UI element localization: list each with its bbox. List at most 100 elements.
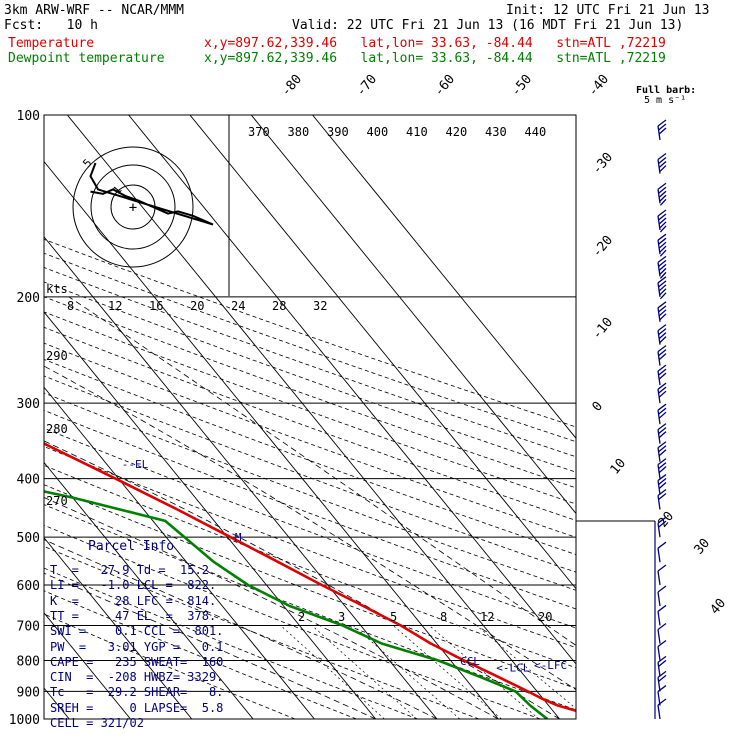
wind-barb-flag (659, 194, 667, 202)
dewpoint-curve (44, 490, 549, 719)
wind-barb-flag (659, 165, 667, 173)
wind-barb-flag (657, 698, 667, 706)
wind-barb (657, 364, 667, 386)
pressure-tick-label: 200 (17, 291, 40, 306)
wind-barb-flag (657, 670, 667, 678)
wind-barb-flag (658, 237, 667, 245)
theta-label: 400 (367, 125, 389, 139)
temperature-tick-label: 0 (590, 399, 607, 415)
hodograph-trace (89, 162, 214, 226)
wind-barb-staff (657, 125, 661, 141)
temperature-tick-label: -40 (586, 72, 613, 100)
wind-barb-flag (658, 217, 667, 225)
wind-barb-staff (657, 429, 661, 444)
mixing-ratio-line (280, 625, 385, 719)
wind-barb-flag (658, 462, 667, 470)
wind-barb-flag (658, 372, 667, 380)
theta-label: 410 (406, 125, 428, 139)
hodograph-unit: kts (46, 282, 68, 296)
wind-barb-staff (657, 480, 661, 495)
wind-barb-flag (659, 225, 667, 233)
wind-barb-flag (658, 386, 667, 394)
wind-barb-flag (658, 466, 667, 474)
wind-barb-staff (657, 611, 661, 626)
dry-adiabat (44, 446, 576, 649)
wind-barb-flag (657, 255, 667, 263)
mixing-ratio-label: 8 (440, 610, 447, 624)
wind-barb-flag (658, 186, 667, 194)
wind-barb-flag (658, 127, 667, 135)
wind-barb-flag (657, 153, 667, 161)
wind-barb-flag (659, 267, 667, 275)
isotherm-line (44, 461, 254, 719)
pressure-tick-label: 400 (17, 473, 40, 488)
dry-adiabat (44, 484, 576, 689)
temperature-tick-label: 30 (692, 536, 714, 558)
theta-label: 270 (46, 494, 68, 508)
wind-barb (657, 153, 667, 174)
wind-barb (657, 655, 667, 677)
wind-barb-staff (657, 570, 661, 586)
dry-adiabat (44, 281, 576, 473)
wind-barb-flag (657, 403, 667, 411)
wind-barb-flag (658, 309, 667, 317)
dry-adiabat (44, 311, 576, 505)
wind-barb-staff (657, 704, 661, 720)
wind-barb-flag (658, 259, 667, 267)
pressure-tick-label: 800 (17, 654, 40, 669)
wind-barb-flag (658, 284, 667, 292)
theta-label: 280 (46, 422, 68, 436)
wind-barb-flag (659, 313, 667, 321)
hodograph-speed-label: 16 (149, 299, 163, 313)
wind-barb-flag (658, 674, 667, 682)
wind-barb (657, 276, 667, 300)
wind-barb (657, 458, 667, 479)
temperature-location: x,y=897.62,339.46 lat,lon= 33.63, -84.44… (204, 36, 666, 51)
temperature-tick-label: -70 (354, 72, 381, 100)
dry-adiabat (44, 524, 541, 719)
pressure-tick-label: 500 (17, 531, 40, 546)
wind-barb-staff (657, 389, 661, 404)
wind-barb-flag (657, 441, 667, 449)
wind-barb-flag (658, 190, 667, 198)
parcel-info-row: CELL = 321/02 (50, 716, 144, 730)
isotherm-line (66, 115, 560, 719)
dry-adiabat (44, 464, 576, 669)
hodograph-speed-label: 28 (272, 299, 286, 313)
dry-adiabat (44, 392, 576, 591)
wind-barb-flag (659, 336, 667, 344)
level-marker: <-LFC (534, 659, 567, 672)
wind-barb-flag (657, 233, 667, 241)
wind-barb-staff (657, 629, 661, 644)
wind-barb (657, 639, 667, 661)
wind-barb (657, 541, 667, 563)
wind-barb (657, 698, 667, 720)
wind-barb-flag (659, 198, 667, 206)
wind-barb-flag (658, 263, 667, 271)
isotherm-line (44, 386, 315, 719)
wind-barb-flag (657, 119, 667, 127)
wind-barb (657, 670, 667, 692)
wind-barb-flag (658, 157, 667, 165)
isotherm-line (189, 115, 576, 590)
wind-barb-flag (659, 271, 667, 279)
mixing-ratio-line (392, 625, 502, 719)
wind-barb (657, 209, 667, 233)
model-title: 3km ARW-WRF -- NCAR/MMM (4, 3, 185, 18)
temperature-tick-label: -80 (279, 72, 306, 100)
wind-barb (657, 324, 667, 345)
wind-barb-flag (657, 564, 667, 572)
wind-barb-staff (657, 591, 661, 607)
wind-barb-flag (658, 368, 667, 376)
pressure-tick-label: 100 (17, 109, 40, 124)
mixing-ratio-line (311, 625, 418, 719)
moist-adiabat (44, 539, 438, 719)
hodograph-speed-label: 12 (108, 299, 122, 313)
wind-barb-flag (658, 161, 667, 169)
level-marker: CCL (460, 655, 480, 668)
wind-barb-staff (657, 662, 661, 677)
wind-barb (657, 623, 667, 644)
wind-barb-flag (658, 478, 667, 486)
wind-barb-staff (657, 351, 661, 366)
theta-label: 370 (248, 125, 270, 139)
